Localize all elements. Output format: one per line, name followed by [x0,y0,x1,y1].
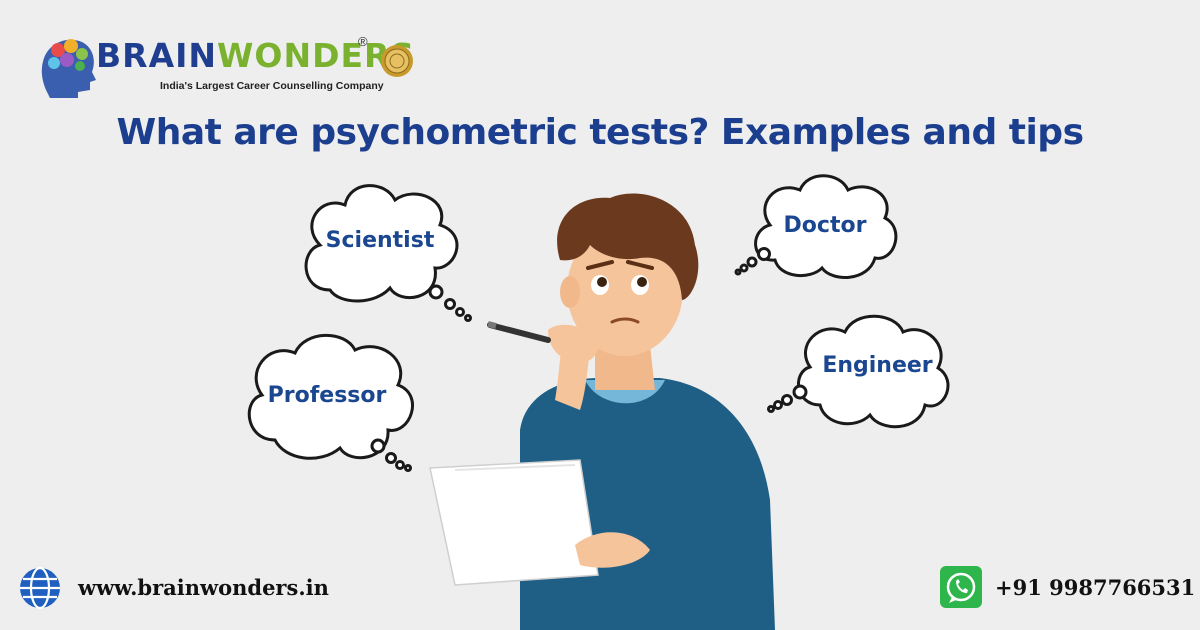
brain-head-icon [41,39,96,98]
thought-bubble-professor [247,333,414,472]
registered-mark: ® [358,34,368,49]
globe-icon [20,566,60,610]
thought-bubble-engineer [767,314,950,429]
bubble-label-doctor: Doctor [783,213,867,238]
website-link[interactable]: www.brainwonders.in [78,575,329,600]
phone-number[interactable]: +91 9987766531 [995,575,1196,600]
page-title: What are psychometric tests? Examples an… [116,112,1084,153]
trademark-seal-icon [381,45,413,77]
brand-name: BRAINWONDERS [96,36,416,75]
whatsapp-icon [940,566,982,608]
thought-bubble-doctor [734,174,898,279]
brand-tagline: India's Largest Career Counselling Compa… [160,80,384,92]
thinking-student-illustration [429,193,775,630]
bubble-label-professor: Professor [267,383,387,408]
brand-logo: BRAINWONDERS ® India's Largest Career Co… [38,34,418,98]
thought-bubble-scientist [304,184,472,322]
bubble-label-scientist: Scientist [325,228,435,253]
bubble-label-engineer: Engineer [822,353,933,378]
